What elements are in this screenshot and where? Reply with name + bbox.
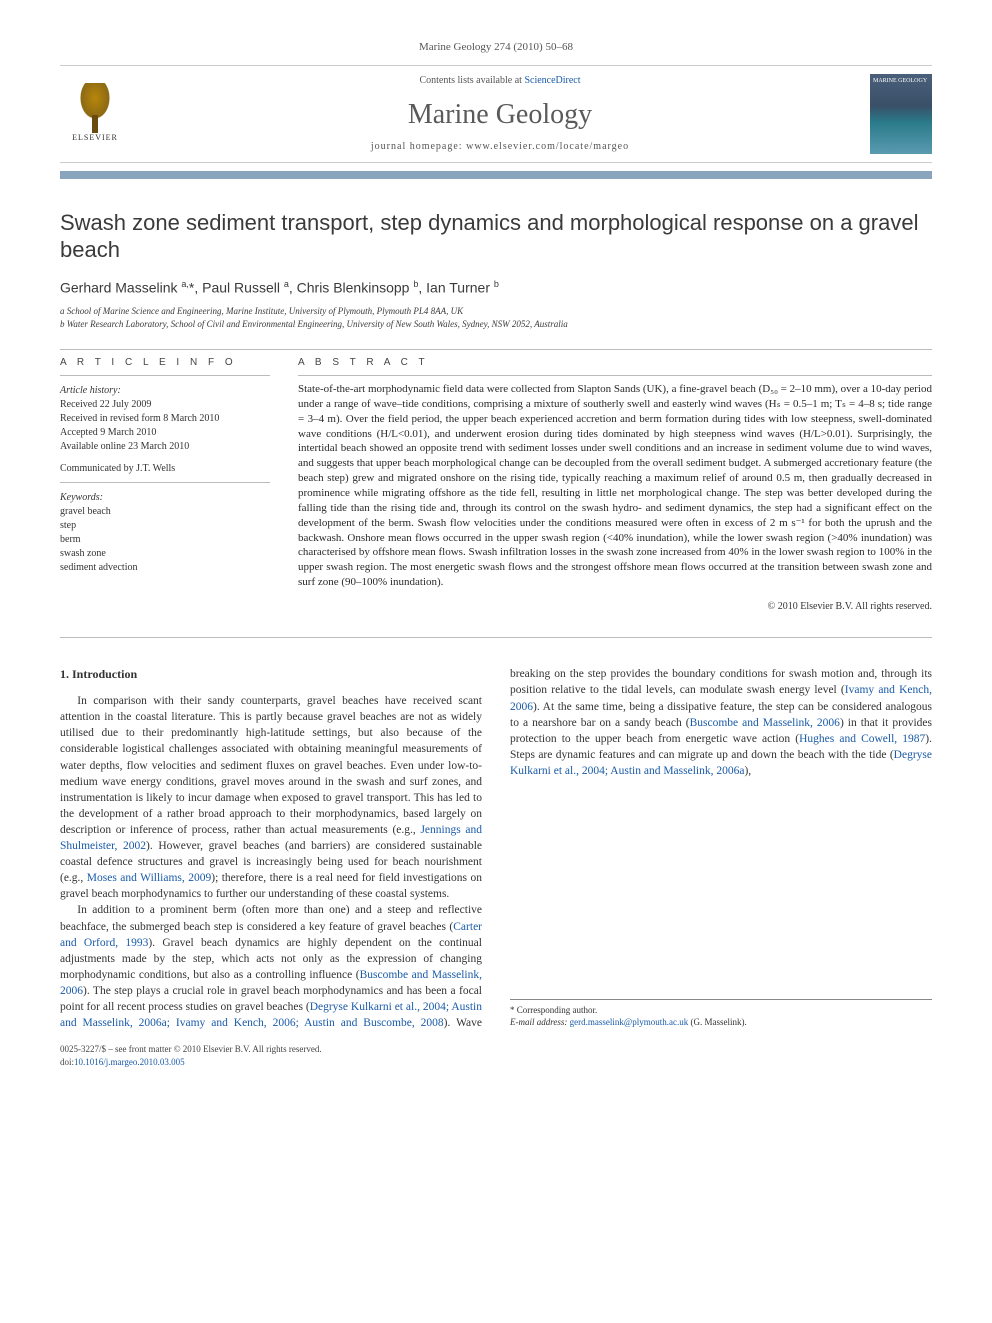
history-block: Article history: Received 22 July 2009 R… xyxy=(60,384,270,454)
page-root: Marine Geology 274 (2010) 50–68 ELSEVIER… xyxy=(0,0,992,1108)
history-online: Available online 23 March 2010 xyxy=(60,440,270,454)
p1-a: In comparison with their sandy counterpa… xyxy=(60,695,482,836)
contents-prefix: Contents lists available at xyxy=(419,75,524,86)
communicated-by: Communicated by J.T. Wells xyxy=(60,462,270,476)
abstract-col: A B S T R A C T State-of-the-art morphod… xyxy=(298,356,932,614)
p2-a: In addition to a prominent berm (often m… xyxy=(60,904,482,932)
affiliation-b: b Water Research Laboratory, School of C… xyxy=(60,318,932,331)
article-title: Swash zone sediment transport, step dyna… xyxy=(60,209,932,264)
rights: © 2010 Elsevier B.V. All rights reserved… xyxy=(298,600,932,614)
body-columns: 1. Introduction In comparison with their… xyxy=(60,666,932,1031)
doi-line: doi:10.1016/j.margeo.2010.03.005 xyxy=(60,1056,932,1069)
p2-h: ), xyxy=(744,765,751,777)
keywords-block: Keywords: gravel beach step berm swash z… xyxy=(60,491,270,575)
divider-info-1 xyxy=(60,375,270,376)
authors: Gerhard Masselink a,*, Paul Russell a, C… xyxy=(60,278,932,298)
abstract-text: State-of-the-art morphodynamic field dat… xyxy=(298,382,932,590)
email-link[interactable]: gerd.masselink@plymouth.ac.uk xyxy=(570,1017,689,1027)
homepage-prefix: journal homepage: xyxy=(371,141,466,152)
ref-link[interactable]: Buscombe and Masselink, 2006 xyxy=(690,717,840,729)
keyword: gravel beach xyxy=(60,505,270,519)
sciencedirect-link[interactable]: ScienceDirect xyxy=(524,75,580,86)
affiliations: a School of Marine Science and Engineeri… xyxy=(60,305,932,330)
article-info-col: A R T I C L E I N F O Article history: R… xyxy=(60,356,270,614)
article-info-head: A R T I C L E I N F O xyxy=(60,356,270,370)
history-received: Received 22 July 2009 xyxy=(60,398,270,412)
journal-name: Marine Geology xyxy=(130,96,870,134)
email-suffix: (G. Masselink). xyxy=(688,1017,747,1027)
homepage-line: journal homepage: www.elsevier.com/locat… xyxy=(130,140,870,154)
p1-c: ); therefore, there is a xyxy=(211,872,312,884)
divider-bottom xyxy=(60,637,932,638)
accent-bar xyxy=(60,171,932,179)
journal-cover-thumb: MARINE GEOLOGY xyxy=(870,74,932,154)
history-accepted: Accepted 9 March 2010 xyxy=(60,426,270,440)
elsevier-label: ELSEVIER xyxy=(72,133,118,144)
doi-link[interactable]: 10.1016/j.margeo.2010.03.005 xyxy=(74,1057,185,1067)
info-abstract-row: A R T I C L E I N F O Article history: R… xyxy=(60,356,932,614)
history-label: Article history: xyxy=(60,384,270,398)
body-p1: In comparison with their sandy counterpa… xyxy=(60,693,482,902)
divider-top xyxy=(60,349,932,350)
banner-center: Contents lists available at ScienceDirec… xyxy=(130,74,870,153)
journal-banner: ELSEVIER Contents lists available at Sci… xyxy=(60,65,932,163)
footnote-block: * Corresponding author. E-mail address: … xyxy=(510,999,932,1028)
communicated-block: Communicated by J.T. Wells xyxy=(60,462,270,476)
keywords-label: Keywords: xyxy=(60,491,270,505)
keyword: step xyxy=(60,519,270,533)
doi-label: doi: xyxy=(60,1057,74,1067)
keyword: berm xyxy=(60,533,270,547)
ref-link[interactable]: Moses and Williams, 2009 xyxy=(87,872,211,884)
homepage-url: www.elsevier.com/locate/margeo xyxy=(466,141,629,152)
email-line: E-mail address: gerd.masselink@plymouth.… xyxy=(510,1016,932,1028)
ref-link[interactable]: Hughes and Cowell, 1987 xyxy=(799,733,925,745)
divider-abs xyxy=(298,375,932,376)
issn-line: 0025-3227/$ – see front matter © 2010 El… xyxy=(60,1043,932,1056)
contents-line: Contents lists available at ScienceDirec… xyxy=(130,74,870,88)
keyword: swash zone xyxy=(60,547,270,561)
bottom-meta: 0025-3227/$ – see front matter © 2010 El… xyxy=(60,1043,932,1068)
history-revised: Received in revised form 8 March 2010 xyxy=(60,412,270,426)
corr-author: * Corresponding author. xyxy=(510,1004,932,1016)
journal-ref: Marine Geology 274 (2010) 50–68 xyxy=(60,40,932,55)
elsevier-tree-icon xyxy=(70,83,120,133)
abstract-head: A B S T R A C T xyxy=(298,356,932,370)
cover-title: MARINE GEOLOGY xyxy=(873,78,927,84)
divider-info-2 xyxy=(60,482,270,483)
keyword: sediment advection xyxy=(60,561,270,575)
section-head-intro: 1. Introduction xyxy=(60,666,482,683)
affiliation-a: a School of Marine Science and Engineeri… xyxy=(60,305,932,318)
email-label: E-mail address: xyxy=(510,1017,570,1027)
elsevier-logo: ELSEVIER xyxy=(60,76,130,151)
